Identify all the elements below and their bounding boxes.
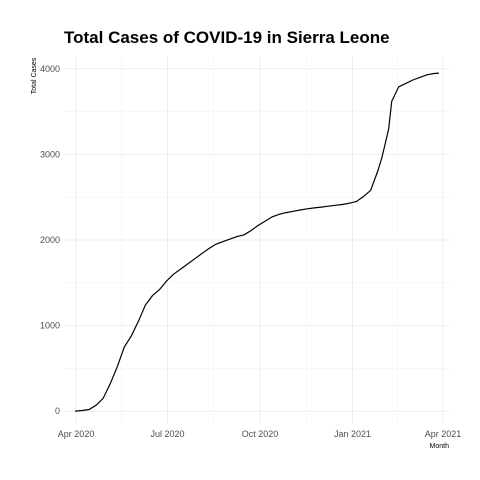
y-axis-ticks: 0 1000 2000 3000 4000: [40, 64, 60, 416]
x-tick-label: Jan 2021: [334, 429, 371, 439]
series-line: [75, 72, 439, 412]
y-tick-label: 2000: [40, 235, 60, 245]
y-tick-label: 4000: [40, 64, 60, 74]
x-tick-label: Oct 2020: [242, 429, 279, 439]
y-tick-label: 3000: [40, 149, 60, 159]
x-tick-label: Apr 2020: [58, 429, 95, 439]
x-axis-label: Month: [430, 443, 450, 450]
x-tick-label: Jul 2020: [151, 429, 185, 439]
x-axis-ticks: Apr 2020 Jul 2020 Oct 2020 Jan 2021 Apr 2021: [58, 429, 461, 439]
y-axis-label: Total Cases: [31, 57, 38, 94]
chart-title: Total Cases of COVID-19 in Sierra Leone: [64, 28, 390, 47]
grid: [64, 56, 450, 424]
y-tick-label: 0: [55, 406, 60, 416]
x-tick-label: Apr 2021: [425, 429, 462, 439]
y-tick-label: 1000: [40, 321, 60, 331]
